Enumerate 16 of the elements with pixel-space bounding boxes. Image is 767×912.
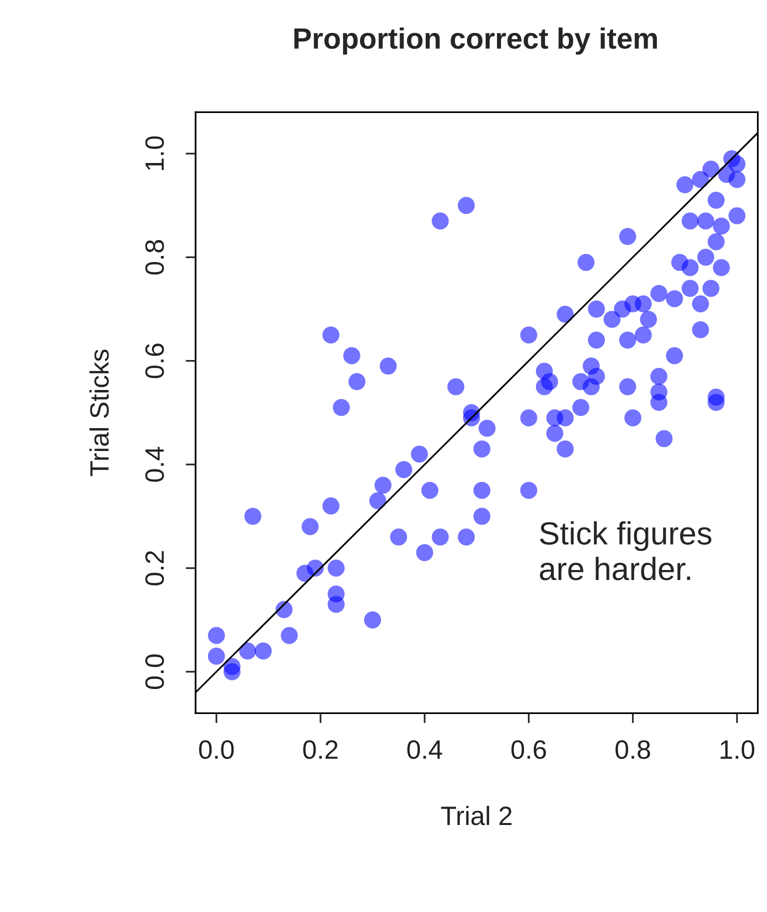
x-axis-title: Trial 2 xyxy=(441,806,512,826)
x-tick-label: 0.0 xyxy=(199,740,234,759)
chart-title: Proportion correct by item xyxy=(294,27,657,55)
y-tick-label: 1.0 xyxy=(145,136,164,170)
y-tick-label: 0.0 xyxy=(145,654,164,690)
y-tick-label: 0.6 xyxy=(145,344,164,378)
x-tick-label: 0.4 xyxy=(407,740,442,759)
y-axis-title: Trial Sticks xyxy=(89,350,109,476)
x-tick-label: 0.6 xyxy=(511,740,546,759)
annotation: Stick figures are harder. xyxy=(540,521,712,580)
y-tick-label: 0.8 xyxy=(145,240,164,275)
x-tick-label: 1.0 xyxy=(720,740,754,759)
y-tick-label: 0.2 xyxy=(145,551,164,586)
y-tick-label: 0.4 xyxy=(145,446,164,482)
x-tick-label: 0.8 xyxy=(616,740,650,759)
x-tick-label: 0.2 xyxy=(303,740,338,759)
